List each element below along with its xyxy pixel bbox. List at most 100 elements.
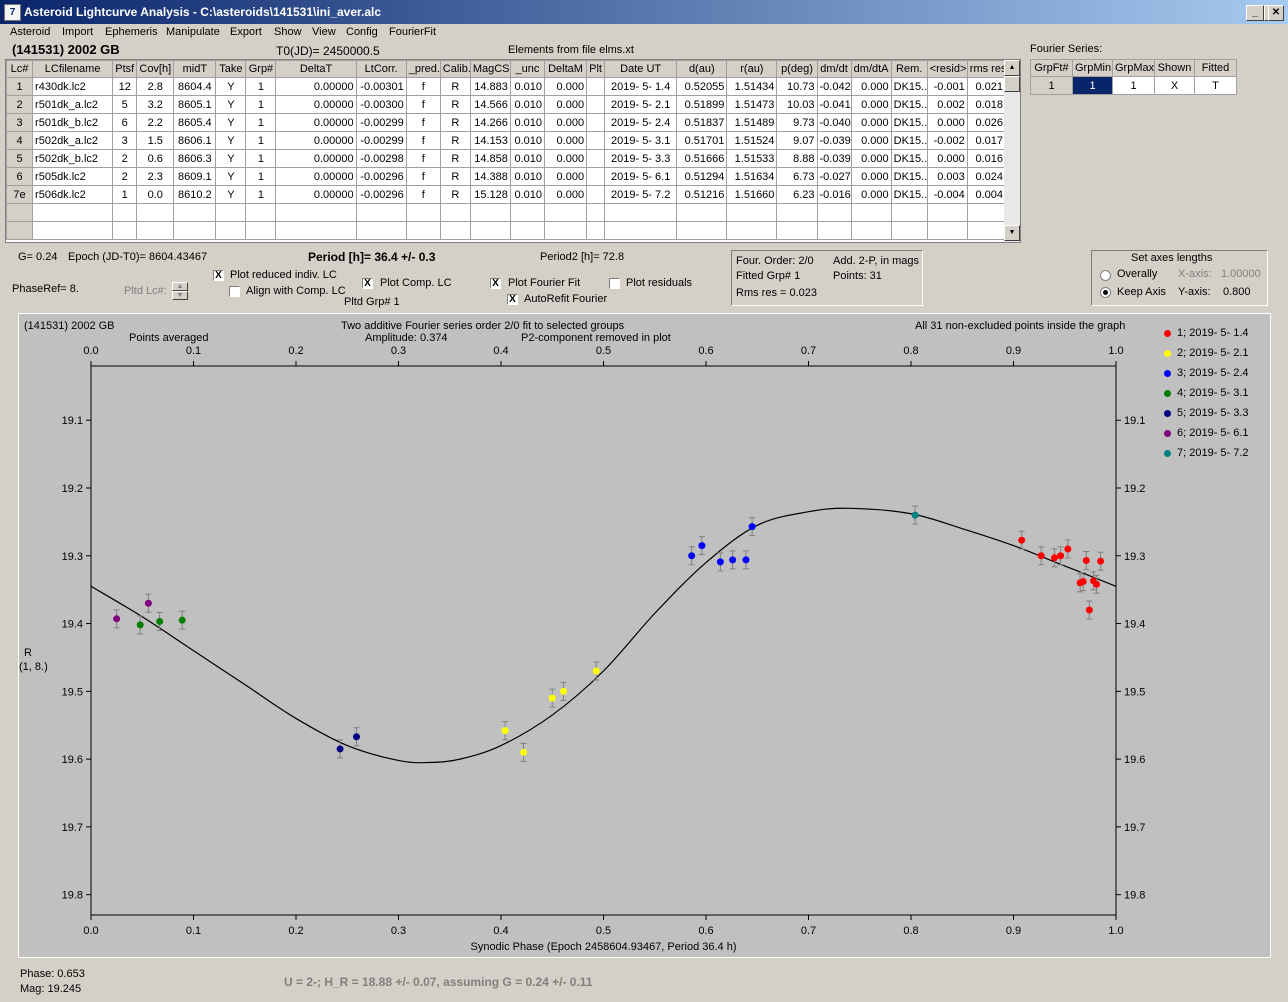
table-cell[interactable]: 8604.4 [173,77,217,96]
table-cell[interactable]: 2.2 [136,113,175,132]
table-cell[interactable] [439,203,471,222]
table-cell[interactable] [586,185,606,204]
table-cell[interactable] [966,203,1007,222]
table-cell[interactable]: DK15... [890,167,928,186]
table-cell[interactable]: 2019- 5- 3.3 [604,149,678,168]
table-cell[interactable]: -0.00296 [355,185,407,204]
table-cell[interactable]: 0.00000 [275,77,357,96]
column-header[interactable]: Cov[h] [136,60,175,78]
table-cell[interactable]: -0.039 [816,149,852,168]
table-cell[interactable] [586,131,606,150]
table-cell[interactable] [32,221,114,240]
table-cell[interactable]: Y [215,77,247,96]
row-header[interactable]: 5 [6,149,34,168]
table-cell[interactable]: -0.027 [816,167,852,186]
table-cell[interactable]: DK15... [890,185,928,204]
table-cell[interactable] [586,203,606,222]
table-cell[interactable] [543,221,588,240]
row-header[interactable]: 1 [6,77,34,96]
table-cell[interactable] [816,221,852,240]
table-cell[interactable]: 8610.2 [173,185,217,204]
row-header[interactable]: 4 [6,131,34,150]
table-cell[interactable]: DK15... [890,77,928,96]
table-cell[interactable]: 1 [245,185,277,204]
fourier-cell-selected[interactable]: 1 [1072,76,1113,95]
table-cell[interactable] [112,203,138,222]
table-cell[interactable]: 1 [245,95,277,114]
table-cell[interactable]: -0.00296 [355,167,407,186]
table-cell[interactable]: 0.000 [543,149,588,168]
table-cell[interactable]: 14.566 [469,95,511,114]
column-header[interactable]: r(au) [726,60,778,78]
column-header[interactable]: p(deg) [776,60,818,78]
table-row[interactable]: 1 r430dk.lc2 12 2.8 8604.4 Y 1 0.00000 -0.00301 f… [6,77,1007,96]
table-cell[interactable]: 0.51294 [676,167,728,186]
table-cell[interactable]: R [439,149,471,168]
column-header[interactable]: rms res [966,60,1007,78]
table-cell[interactable]: -0.039 [816,131,852,150]
plot-reduced-checkbox[interactable]: X [213,270,224,281]
table-cell[interactable]: 5 [112,95,138,114]
table-cell[interactable]: 15.128 [469,185,511,204]
table-cell[interactable]: DK15... [890,95,928,114]
column-header[interactable]: <resid> [926,60,968,78]
row-header[interactable]: 2 [6,95,34,114]
column-header[interactable]: midT [173,60,217,78]
table-row[interactable]: 5 r502dk_b.lc2 2 0.6 8606.3 Y 1 0.00000 -0.00298… [6,149,1007,168]
table-cell[interactable]: 0.002 [926,95,968,114]
table-cell[interactable]: -0.004 [926,185,968,204]
table-cell[interactable] [850,221,892,240]
table-cell[interactable] [215,221,247,240]
table-cell[interactable]: Y [215,167,247,186]
table-cell[interactable] [586,113,606,132]
table-cell[interactable] [405,221,441,240]
row-header[interactable]: 7e [6,185,34,204]
table-cell[interactable]: 0.000 [850,95,892,114]
table-cell[interactable]: 2 [112,149,138,168]
table-cell[interactable]: 2 [112,167,138,186]
table-scrollbar[interactable]: ▲ ▼ [1004,60,1020,242]
table-cell[interactable]: 0.000 [543,131,588,150]
table-cell[interactable] [890,221,928,240]
table-cell[interactable]: 0.6 [136,149,175,168]
table-cell[interactable]: 8606.3 [173,149,217,168]
table-cell[interactable] [509,203,545,222]
menu-fourierfit[interactable]: FourierFit [389,26,437,38]
table-cell[interactable]: 0.004 [966,185,1007,204]
table-cell[interactable]: R [439,167,471,186]
column-header[interactable]: MagCS [469,60,511,78]
menu-export[interactable]: Export [230,26,262,38]
y-axis-input[interactable]: 0.800 [1223,286,1251,298]
table-cell[interactable] [6,203,34,222]
column-header[interactable]: Ptsf [112,60,138,78]
table-cell[interactable]: 0.000 [850,167,892,186]
table-cell[interactable]: 0.026 [966,113,1007,132]
menu-manipulate[interactable]: Manipulate [166,26,220,38]
table-cell[interactable]: 0.000 [926,113,968,132]
table-cell[interactable] [245,203,277,222]
fourier-cell[interactable]: 1 [1112,76,1155,95]
table-cell[interactable]: 0.010 [509,113,545,132]
column-header[interactable]: dm/dt [816,60,852,78]
table-cell[interactable]: 2019- 5- 2.4 [604,113,678,132]
table-cell[interactable] [509,221,545,240]
table-cell[interactable] [966,221,1007,240]
table-cell[interactable]: 1.51434 [726,77,778,96]
column-header[interactable]: Calib. [439,60,471,78]
table-cell[interactable]: 14.266 [469,113,511,132]
table-cell[interactable]: f [405,149,441,168]
table-cell[interactable] [850,203,892,222]
table-cell[interactable]: -0.00301 [355,77,407,96]
table-cell[interactable]: 14.858 [469,149,511,168]
table-cell[interactable]: 14.388 [469,167,511,186]
table-cell[interactable]: 0.021 [966,77,1007,96]
table-cell[interactable] [586,167,606,186]
scroll-thumb[interactable] [1004,76,1020,92]
table-cell[interactable]: 0.000 [543,77,588,96]
column-header[interactable]: dm/dtA [850,60,892,78]
table-cell[interactable] [136,221,175,240]
table-cell[interactable]: 2019- 5- 7.2 [604,185,678,204]
table-cell[interactable]: Y [215,185,247,204]
table-cell[interactable]: 0.010 [509,77,545,96]
menu-asteroid[interactable]: Asteroid [10,26,51,38]
